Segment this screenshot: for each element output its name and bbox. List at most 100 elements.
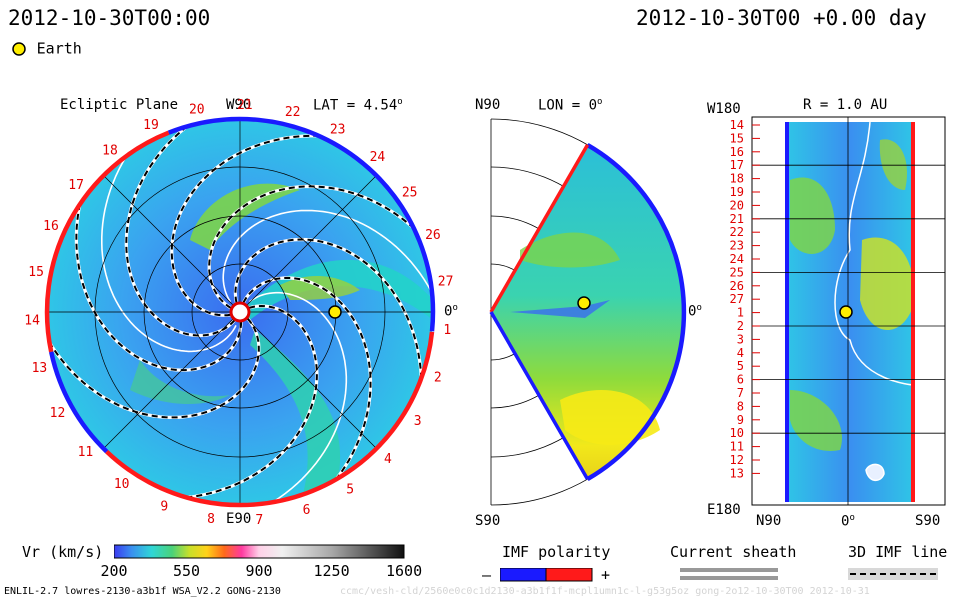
meridional-title: LON = 0o — [538, 97, 602, 114]
meridional-right-label: 0o — [688, 303, 702, 320]
sector-label-25: 25 — [402, 186, 418, 201]
imf-line-2 — [234, 238, 423, 379]
meridional-right-text: 0 — [688, 303, 697, 320]
sector-label-12: 12 — [50, 406, 66, 421]
imf-positive-swatch — [545, 568, 593, 582]
radial-row-label-17: 17 — [730, 158, 744, 172]
ecliptic-top-label: W90 — [226, 97, 252, 113]
ecliptic-rim-segment-2 — [48, 351, 109, 454]
radial-current-sheath — [834, 121, 916, 386]
radial-row-label-11: 11 — [730, 440, 744, 454]
radial-row-label-18: 18 — [730, 172, 744, 186]
imf-line-halo-0 — [186, 304, 319, 500]
ecliptic-right-label: 0o — [444, 303, 458, 320]
date-left: 2012-10-30T00:00 — [8, 6, 211, 30]
radial-grid — [751, 116, 946, 506]
radial-feature-3 — [790, 390, 842, 451]
radial-row-label-21: 21 — [730, 212, 744, 226]
ecliptic-current-sheath — [101, 155, 433, 503]
radial-row-label-4: 4 — [737, 346, 744, 360]
radial-bottom-s: S90 — [915, 513, 941, 529]
colorbar-bar — [114, 544, 405, 559]
sector-label-4: 4 — [384, 452, 392, 467]
meridional-rim-north — [489, 143, 590, 313]
sector-label-6: 6 — [303, 503, 311, 518]
meridional-feature-2 — [560, 390, 660, 445]
imf-plus-label: + — [601, 566, 611, 584]
sector-label-26: 26 — [425, 228, 441, 243]
ecliptic-spoke-3 — [103, 175, 377, 449]
imf-polarity-title: IMF polarity — [502, 543, 611, 561]
sector-label-27: 27 — [438, 275, 454, 290]
sector-label-5: 5 — [346, 482, 354, 497]
sector-label-9: 9 — [160, 500, 168, 515]
colorbar-tick-1250: 1250 — [313, 562, 350, 580]
meridional-ring-0 — [490, 263, 540, 361]
meridional-polarity-rim — [489, 142, 687, 482]
ecliptic-rim-segment-1 — [44, 130, 170, 353]
radial-row-label-14: 14 — [730, 118, 744, 132]
radial-rim-left — [785, 122, 789, 502]
radial-row-label-2: 2 — [737, 319, 744, 333]
imf-line-5 — [125, 125, 236, 337]
radial-row-label-10: 10 — [730, 426, 744, 440]
radial-row-labels: 1415161718192021222324252627123456789101… — [730, 118, 760, 480]
watermark-footer: ccmc/vesh-cld/2560e0c0c1d2130-a3b1f1f-mc… — [340, 586, 870, 597]
radial-row-label-27: 27 — [730, 292, 744, 306]
radial-bottom-zero-text: 0 — [841, 513, 850, 530]
sector-label-1: 1 — [443, 323, 451, 338]
radial-row-label-1: 1 — [737, 306, 744, 320]
date-right: 2012-10-30T00 +0.00 day — [636, 6, 927, 30]
meridional-right-deg: o — [696, 303, 702, 313]
radial-row-label-20: 20 — [730, 198, 744, 212]
meridional-rim-arc — [586, 142, 687, 482]
sector-label-7: 7 — [255, 513, 263, 528]
meridional-feature-1 — [520, 232, 620, 268]
earth-legend-label: Earth — [36, 39, 82, 58]
colorbar-label: Vr (km/s) — [22, 543, 104, 561]
imf3d-title: 3D IMF line — [848, 543, 948, 561]
radial-map — [785, 122, 915, 502]
imf3d-swatch — [848, 568, 938, 580]
radial-feature-5 — [865, 463, 885, 482]
sector-label-13: 13 — [32, 361, 48, 376]
radial-feature-2 — [860, 237, 915, 330]
ecliptic-ring-2 — [94, 166, 386, 458]
meridional-diag-1 — [490, 311, 628, 449]
imf-line-halo-1 — [242, 276, 373, 481]
imf-line-halo-3 — [207, 184, 415, 310]
sector-label-22: 22 — [285, 105, 301, 120]
meridional-feature-3 — [510, 300, 610, 318]
ecliptic-rim-segment-0 — [167, 116, 436, 332]
colorbar — [114, 544, 405, 559]
sector-label-23: 23 — [330, 122, 346, 137]
radial-feature-1 — [790, 177, 835, 254]
imf-line-halo-4 — [170, 134, 319, 317]
sheath-line-2 — [101, 155, 237, 353]
ecliptic-lat-text: LAT = 4.54 — [313, 97, 398, 114]
ecliptic-imf-lines — [48, 125, 423, 500]
sector-label-2: 2 — [434, 370, 442, 385]
sector-label-11: 11 — [78, 445, 94, 460]
radial-row-label-7: 7 — [737, 386, 744, 400]
imf-line-6 — [75, 204, 243, 372]
sheath-line-1 — [222, 209, 433, 303]
meridional-diag-0 — [490, 175, 628, 313]
imf-negative-swatch — [500, 568, 547, 582]
radial-bottom-left: E180 — [707, 502, 741, 518]
colorbar-tick-550: 550 — [172, 562, 201, 580]
sector-label-14: 14 — [24, 313, 40, 328]
sector-label-10: 10 — [114, 477, 130, 492]
colorbar-tick-900: 900 — [245, 562, 273, 580]
colorbar-tick-200: 200 — [100, 562, 128, 580]
radial-row-label-19: 19 — [730, 185, 744, 199]
ecliptic-polarity-rim — [44, 116, 436, 508]
imf-polarity-bar — [500, 568, 593, 582]
meridional-wedge — [491, 144, 684, 480]
current-sheath-title: Current sheath — [670, 543, 797, 561]
radial-row-label-26: 26 — [730, 279, 744, 293]
radial-bottom-zero-deg: o — [849, 513, 855, 523]
ecliptic-rim-segment-3 — [105, 331, 435, 508]
